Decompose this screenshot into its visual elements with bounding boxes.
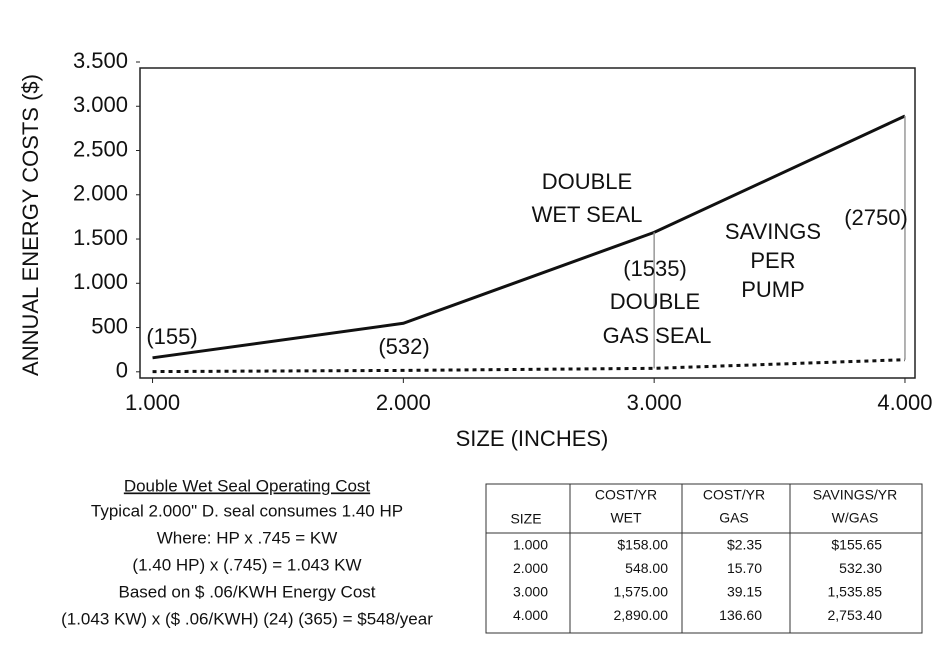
annotation: DOUBLE bbox=[610, 289, 700, 314]
table-cell: 532.30 bbox=[839, 560, 882, 576]
series-line bbox=[152, 358, 906, 374]
table-cell: 2.000 bbox=[513, 560, 548, 576]
table-cell: 1,535.85 bbox=[828, 584, 883, 600]
x-tick-label: 4.000 bbox=[877, 390, 932, 415]
note-line: Typical 2.000" D. seal consumes 1.40 HP bbox=[91, 501, 403, 520]
table-cell: 15.70 bbox=[727, 560, 762, 576]
y-tick-label: 2.000 bbox=[73, 181, 128, 206]
annotation: (2750) bbox=[844, 205, 908, 230]
annotation: PUMP bbox=[741, 277, 805, 302]
table-border bbox=[485, 483, 923, 634]
table-cell: 2,890.00 bbox=[614, 607, 669, 623]
y-axis-label: ANNUAL ENERGY COSTS ($) bbox=[18, 74, 43, 376]
table-cell: $155.65 bbox=[831, 537, 882, 553]
x-tick-label: 1.000 bbox=[125, 390, 180, 415]
annotation: DOUBLE bbox=[542, 169, 632, 194]
table-cell: 4.000 bbox=[513, 607, 548, 623]
y-tick-label: 3.000 bbox=[73, 92, 128, 117]
table-cell: 1,575.00 bbox=[614, 584, 669, 600]
note-title: Double Wet Seal Operating Cost bbox=[124, 476, 371, 495]
note-line: Based on $ .06/KWH Energy Cost bbox=[118, 582, 375, 601]
table-cell: 548.00 bbox=[625, 560, 668, 576]
y-tick-label: 3.500 bbox=[73, 48, 128, 73]
annotation: GAS SEAL bbox=[603, 323, 712, 348]
table-header: COST/YR bbox=[595, 487, 657, 503]
y-tick-label: 1.500 bbox=[73, 225, 128, 250]
table-cell: 2,753.40 bbox=[828, 607, 883, 623]
annotation: (532) bbox=[378, 334, 429, 359]
x-tick-label: 3.000 bbox=[627, 390, 682, 415]
y-tick-label: 500 bbox=[91, 313, 128, 338]
note-line: (1.40 HP) x (.745) = 1.043 KW bbox=[132, 555, 361, 574]
table-cell: 1.000 bbox=[513, 537, 548, 553]
table-header: WET bbox=[610, 510, 642, 526]
table-cell: $2.35 bbox=[727, 537, 762, 553]
table-header: W/GAS bbox=[832, 510, 879, 526]
annotation: WET SEAL bbox=[532, 202, 643, 227]
table-cell: 3.000 bbox=[513, 584, 548, 600]
plot-frame bbox=[139, 67, 916, 379]
table-header: SIZE bbox=[510, 511, 541, 527]
table-cell: 136.60 bbox=[719, 607, 762, 623]
table-cell: 39.15 bbox=[727, 584, 762, 600]
x-axis-label: SIZE (INCHES) bbox=[456, 426, 609, 451]
table-header: GAS bbox=[719, 510, 749, 526]
annotation: SAVINGS bbox=[725, 219, 821, 244]
note-line: (1.043 KW) x ($ .06/KWH) (24) (365) = $5… bbox=[61, 609, 433, 628]
annotation: (155) bbox=[146, 324, 197, 349]
table-header: SAVINGS/YR bbox=[813, 487, 898, 503]
series-line bbox=[152, 114, 906, 360]
y-tick-label: 2.500 bbox=[73, 136, 128, 161]
annotation: (1535) bbox=[623, 256, 687, 281]
y-tick-label: 0 bbox=[116, 358, 128, 383]
annotation: PER bbox=[750, 248, 795, 273]
table-header: COST/YR bbox=[703, 487, 765, 503]
table-cell: $158.00 bbox=[617, 537, 668, 553]
x-tick-label: 2.000 bbox=[376, 390, 431, 415]
note-line: Where: HP x .745 = KW bbox=[157, 528, 338, 547]
y-tick-label: 1.000 bbox=[73, 269, 128, 294]
